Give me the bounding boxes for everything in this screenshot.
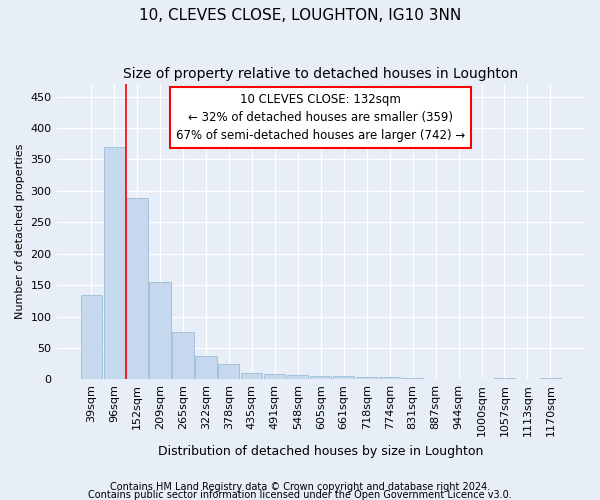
Bar xyxy=(264,374,286,380)
Bar xyxy=(540,378,561,380)
Y-axis label: Number of detached properties: Number of detached properties xyxy=(15,144,25,320)
Bar xyxy=(356,377,377,380)
Bar xyxy=(333,376,354,380)
Bar xyxy=(494,378,515,380)
Text: Contains HM Land Registry data © Crown copyright and database right 2024.: Contains HM Land Registry data © Crown c… xyxy=(110,482,490,492)
Bar xyxy=(196,356,217,380)
Bar xyxy=(104,147,125,380)
Bar xyxy=(287,375,308,380)
Text: 10 CLEVES CLOSE: 132sqm
← 32% of detached houses are smaller (359)
67% of semi-d: 10 CLEVES CLOSE: 132sqm ← 32% of detache… xyxy=(176,93,466,142)
Bar xyxy=(310,376,331,380)
Text: 10, CLEVES CLOSE, LOUGHTON, IG10 3NN: 10, CLEVES CLOSE, LOUGHTON, IG10 3NN xyxy=(139,8,461,22)
Title: Size of property relative to detached houses in Loughton: Size of property relative to detached ho… xyxy=(123,68,518,82)
Bar xyxy=(218,364,239,380)
Bar xyxy=(149,282,170,380)
Text: Contains public sector information licensed under the Open Government Licence v3: Contains public sector information licen… xyxy=(88,490,512,500)
Bar xyxy=(80,294,101,380)
Bar xyxy=(127,198,148,380)
Bar xyxy=(379,377,400,380)
Bar xyxy=(172,332,194,380)
Bar xyxy=(241,373,262,380)
X-axis label: Distribution of detached houses by size in Loughton: Distribution of detached houses by size … xyxy=(158,444,484,458)
Bar xyxy=(402,378,423,380)
